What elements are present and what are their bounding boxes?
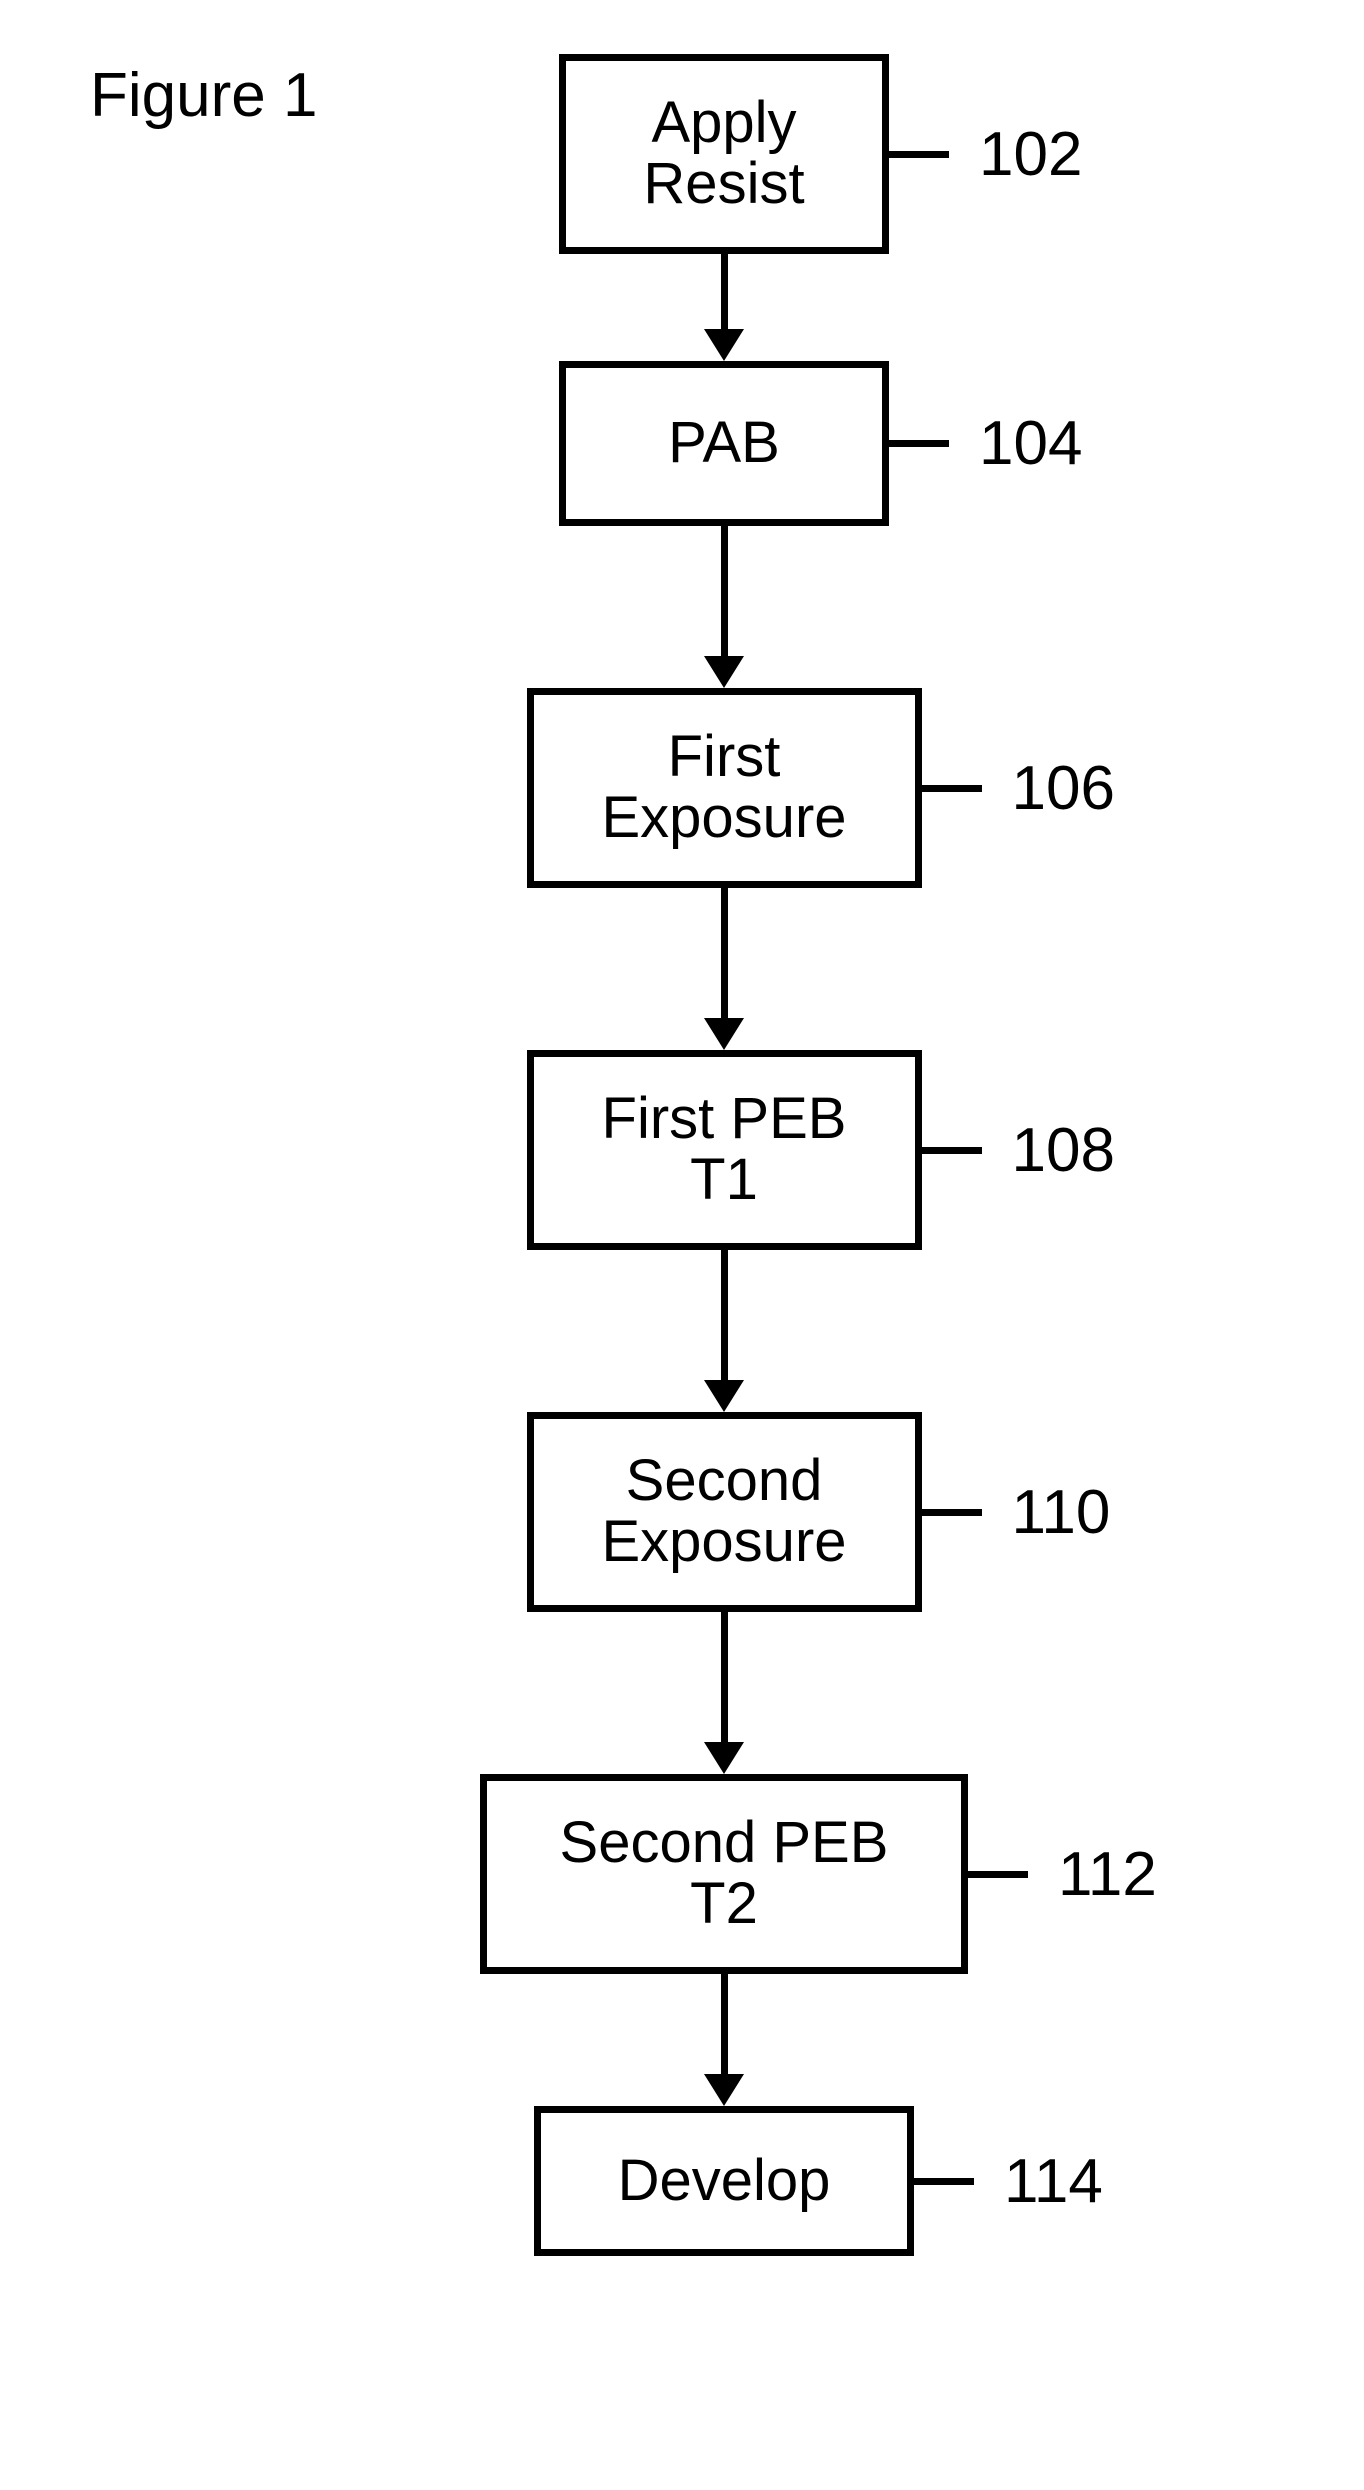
arrow-head-icon [704, 656, 744, 688]
arrow-line [721, 1250, 728, 1380]
step-pab-connector [889, 440, 949, 447]
flow-step-row: Second Exposure 110 [480, 1412, 1248, 1612]
flow-step-row: First Exposure 106 [480, 688, 1248, 888]
step-develop-ref: 114 [1004, 2146, 1103, 2217]
step-second-peb-label: Second PEB T2 [560, 1813, 889, 1935]
arrow-line [721, 1612, 728, 1742]
figure-title: Figure 1 [90, 60, 317, 131]
flow-step-row: PAB 104 [480, 361, 1248, 526]
step-apply-resist-ref: 102 [979, 119, 1082, 190]
step-apply-resist-connector [889, 151, 949, 158]
flow-step-row: Second PEB T2 112 [480, 1774, 1248, 1974]
flow-step-row: First PEB T1 108 [480, 1050, 1248, 1250]
step-develop-connector [914, 2178, 974, 2185]
arrow-line [721, 1974, 728, 2074]
step-develop-box: Develop [534, 2106, 914, 2256]
step-apply-resist-arrow [480, 254, 968, 361]
flow-step-row: Develop 114 [480, 2106, 1248, 2256]
step-second-exposure-ref: 110 [1012, 1477, 1111, 1548]
arrow-line [721, 888, 728, 1018]
step-second-exposure-connector [922, 1509, 982, 1516]
step-first-exposure-ref: 106 [1012, 753, 1115, 824]
step-first-peb-arrow [480, 1250, 968, 1412]
step-second-peb-box: Second PEB T2 [480, 1774, 968, 1974]
arrow-head-icon [704, 2074, 744, 2106]
arrow-head-icon [704, 1018, 744, 1050]
step-second-exposure-label: Second Exposure [601, 1451, 846, 1573]
step-pab-box: PAB [559, 361, 889, 526]
step-first-exposure-arrow [480, 888, 968, 1050]
arrow-head-icon [704, 329, 744, 361]
arrow-line [721, 254, 728, 329]
step-pab-ref: 104 [979, 408, 1082, 479]
step-first-exposure-label: First Exposure [601, 727, 846, 849]
step-second-exposure-box: Second Exposure [527, 1412, 922, 1612]
step-apply-resist-box: Apply Resist [559, 54, 889, 254]
step-second-peb-connector [968, 1871, 1028, 1878]
step-first-exposure-box: First Exposure [527, 688, 922, 888]
step-pab-label: PAB [668, 413, 780, 474]
step-first-peb-box: First PEB T1 [527, 1050, 922, 1250]
step-first-peb-label: First PEB T1 [602, 1089, 847, 1211]
step-first-peb-ref: 108 [1012, 1115, 1115, 1186]
flowchart-container: Apply Resist102PAB104First Exposure106Fi… [480, 54, 1248, 2256]
arrow-line [721, 526, 728, 656]
arrow-head-icon [704, 1742, 744, 1774]
step-apply-resist-label: Apply Resist [643, 93, 804, 215]
flow-step-row: Apply Resist 102 [480, 54, 1248, 254]
step-first-peb-connector [922, 1147, 982, 1154]
step-develop-label: Develop [618, 2151, 831, 2212]
step-second-peb-ref: 112 [1058, 1839, 1157, 1910]
step-second-peb-arrow [480, 1974, 968, 2106]
arrow-head-icon [704, 1380, 744, 1412]
step-pab-arrow [480, 526, 968, 688]
step-first-exposure-connector [922, 785, 982, 792]
step-second-exposure-arrow [480, 1612, 968, 1774]
